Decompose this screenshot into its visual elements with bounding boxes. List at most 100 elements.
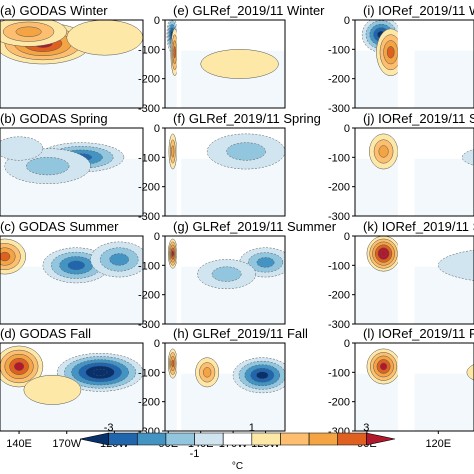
contour-region [25, 157, 70, 176]
land-mask [397, 236, 415, 324]
contour-region [379, 362, 388, 371]
contour-region [438, 249, 474, 281]
contour-region [226, 142, 266, 161]
y-tick-label: -100 [138, 367, 160, 379]
contour-region [171, 359, 175, 368]
contour-region [23, 375, 82, 405]
y-tick-label: -200 [328, 397, 350, 409]
panel-title: (h) GLRef_2019/11 Fall [173, 326, 308, 341]
colorbar-segment [165, 432, 195, 446]
panel-frame [354, 19, 474, 109]
y-tick-label: -300 [138, 319, 160, 331]
panel-field [355, 236, 474, 324]
panel-frame [0, 342, 144, 432]
panel-frame [164, 342, 286, 432]
contour-region [109, 253, 129, 266]
panel-field [165, 128, 285, 216]
contour-region [171, 250, 174, 257]
panel-field [165, 343, 285, 431]
contour-region [256, 371, 269, 380]
contour-region [378, 145, 389, 158]
colorbar-tick-label: 1 [249, 422, 255, 434]
colorbar-segment [251, 432, 281, 446]
y-tick-label: -200 [138, 397, 160, 409]
contour-region [15, 26, 42, 37]
y-tick-label: -200 [138, 182, 160, 194]
panel-title: (d) GODAS Fall [0, 326, 91, 341]
contour-region [0, 251, 11, 262]
panel-frame [354, 127, 474, 217]
panel-field [0, 128, 143, 216]
panel-field [165, 236, 285, 324]
land-mask [397, 343, 415, 431]
colorbar-tick-label: 3 [363, 422, 369, 434]
x-tick-label: 140E [6, 438, 32, 450]
colorbar-tick-label: -1 [190, 448, 200, 460]
panel-title: (e) GLRef_2019/11 Winter [173, 3, 325, 18]
colorbar-segment [79, 432, 109, 446]
y-tick-label: -200 [328, 74, 350, 86]
contour-region [66, 20, 143, 56]
y-tick-label: -300 [328, 211, 350, 223]
panel-frame [164, 127, 286, 217]
panel-title: (g) GLRef_2019/11 Summer [173, 219, 337, 234]
land-mask [397, 128, 415, 216]
colorbar-segment [308, 432, 339, 446]
contour-region [92, 368, 108, 376]
y-tick-label: -200 [138, 290, 160, 302]
panel-frame [0, 19, 144, 109]
y-tick-label: 0 [344, 123, 350, 135]
panel-title: (l) IORef_2019/11 Fall [363, 326, 474, 341]
colorbar-segment [194, 432, 224, 446]
contour-region [466, 363, 474, 381]
panel-title: (i) IORef_2019/11 Winter [363, 3, 474, 18]
y-tick-label: 0 [154, 338, 160, 350]
panel-title: (j) IORef_2019/11 Spring [363, 111, 474, 126]
land-mask [397, 20, 415, 108]
panel-field [355, 343, 474, 431]
y-tick-label: -100 [328, 367, 350, 379]
y-tick-label: -300 [138, 103, 160, 115]
contour-region [67, 260, 85, 270]
colorbar-segment [222, 432, 253, 446]
contour-region [256, 257, 275, 268]
panel-frame [354, 342, 474, 432]
y-tick-label: -100 [138, 260, 160, 272]
y-tick-label: -300 [328, 103, 350, 115]
y-tick-label: -100 [138, 152, 160, 164]
panel-field [0, 236, 143, 324]
panel-frame [0, 127, 144, 217]
panel-title: (b) GODAS Spring [0, 111, 108, 126]
land-mask [176, 20, 182, 108]
land-mask [176, 128, 182, 216]
y-tick-label: 0 [344, 338, 350, 350]
y-tick-label: 0 [344, 15, 350, 27]
y-tick-label: 0 [344, 231, 350, 243]
colorbar-segment [366, 432, 396, 446]
colorbar-unit: °C [232, 461, 243, 472]
colorbar-segment [337, 432, 367, 446]
panel-field [165, 20, 285, 108]
panel-title: (c) GODAS Summer [0, 219, 119, 234]
y-tick-label: 0 [154, 123, 160, 135]
contour-region [0, 136, 44, 161]
panel-title: (a) GODAS Winter [0, 3, 108, 18]
colorbar-tick-label: -3 [104, 422, 114, 434]
y-tick-label: -200 [138, 74, 160, 86]
panel-field [0, 343, 143, 431]
contour-region [211, 266, 242, 282]
contour-region [173, 46, 176, 59]
contour-region [171, 145, 175, 158]
y-tick-label: -100 [328, 152, 350, 164]
contour-region [203, 367, 212, 378]
x-tick-label: 120E [425, 438, 451, 450]
contour-region [380, 250, 387, 257]
y-tick-label: -100 [328, 260, 350, 272]
y-tick-label: -200 [328, 182, 350, 194]
x-tick-label: 170W [52, 438, 81, 450]
y-tick-label: -300 [138, 211, 160, 223]
contour-region [386, 46, 395, 59]
y-tick-label: 0 [154, 231, 160, 243]
colorbar-segment [136, 432, 167, 446]
